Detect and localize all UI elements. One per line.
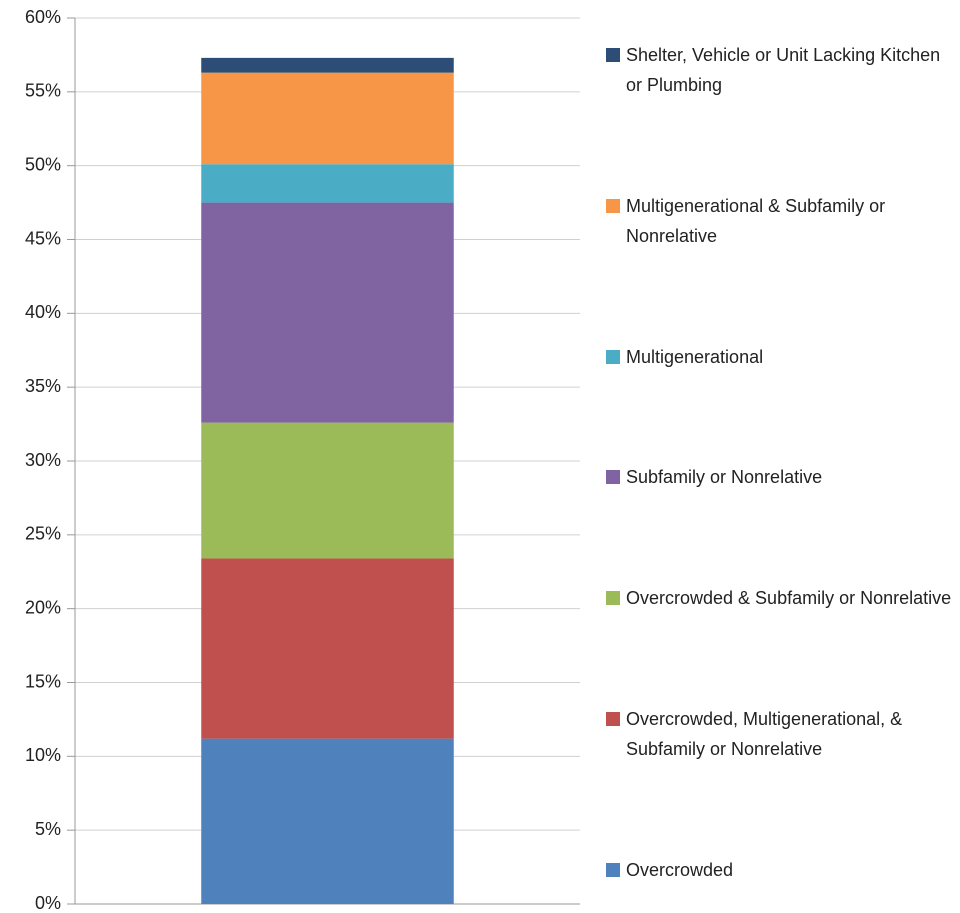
legend-swatch xyxy=(606,349,620,364)
y-tick-label: 55% xyxy=(25,81,61,101)
legend-swatch xyxy=(606,470,620,485)
bar-segment xyxy=(201,738,454,904)
legend-item: Subfamily or Nonrelative xyxy=(604,462,954,492)
y-tick-label: 30% xyxy=(25,450,61,470)
bar-segment xyxy=(201,422,454,559)
legend-item: Overcrowded xyxy=(604,855,954,885)
legend-label: Multigenerational xyxy=(626,346,764,367)
legend-swatch xyxy=(606,198,620,213)
y-tick-label: 10% xyxy=(25,745,61,765)
legend-label: Overcrowded xyxy=(626,859,734,880)
y-tick-label: 25% xyxy=(25,524,61,544)
legend-swatch xyxy=(606,862,620,877)
legend-item: Overcrowded, Multigenerational, & Subfam… xyxy=(604,704,954,764)
bar-segment xyxy=(201,558,454,739)
legend-label: Subfamily or Nonrelative xyxy=(626,467,823,488)
legend-label: Multigenerational & Subfamily or Nonrela… xyxy=(626,195,886,246)
legend-label: Overcrowded, Multigenerational, & Subfam… xyxy=(626,709,903,760)
bar-segment xyxy=(201,72,454,165)
bar-segment xyxy=(201,57,454,73)
y-tick-label: 15% xyxy=(25,671,61,691)
y-tick-label: 5% xyxy=(35,819,61,839)
bar-segment xyxy=(201,202,454,423)
legend-item: Multigenerational & Subfamily or Nonrela… xyxy=(604,191,954,251)
legend: Shelter, Vehicle or Unit Lacking Kitchen… xyxy=(604,40,954,885)
legend-swatch xyxy=(606,591,620,606)
y-tick-label: 20% xyxy=(25,597,61,617)
bar-segment xyxy=(201,164,454,203)
legend-item: Multigenerational xyxy=(604,342,954,372)
legend-swatch xyxy=(606,48,620,62)
legend-label: Shelter, Vehicle or Unit Lacking Kitchen… xyxy=(626,45,941,95)
y-tick-label: 50% xyxy=(25,154,61,174)
y-tick-label: 45% xyxy=(25,228,61,248)
y-tick-label: 60% xyxy=(25,7,61,27)
y-tick-label: 40% xyxy=(25,302,61,322)
y-tick-label: 0% xyxy=(35,893,61,913)
legend-item: Shelter, Vehicle or Unit Lacking Kitchen… xyxy=(604,40,954,100)
y-tick-label: 35% xyxy=(25,376,61,396)
legend-item: Overcrowded & Subfamily or Nonrelative xyxy=(604,583,954,613)
legend-swatch xyxy=(606,712,620,727)
legend-label: Overcrowded & Subfamily or Nonrelative xyxy=(626,588,952,609)
